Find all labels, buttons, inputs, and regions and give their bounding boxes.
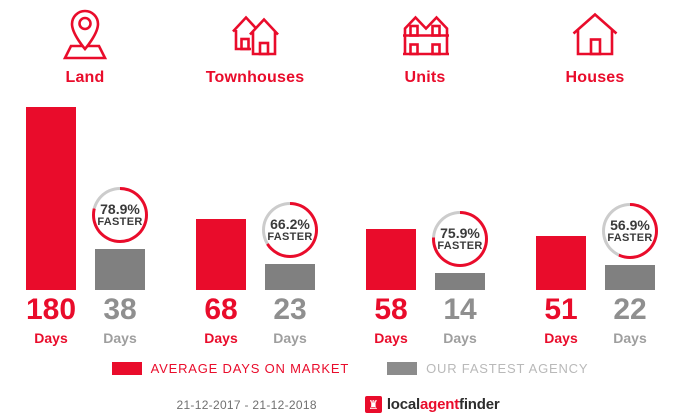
days-caption: Days <box>374 330 408 346</box>
category-group-townhouses: Townhouses 66.2% FASTER 68 Days 23 Days <box>170 0 340 420</box>
category-label: Houses <box>565 69 625 86</box>
land-map-pin-icon <box>62 9 108 60</box>
faster-badge-inner: 78.9% FASTER <box>95 190 145 240</box>
fastest-days-number: 22 <box>613 293 647 326</box>
category-label: Townhouses <box>205 69 305 86</box>
avg-days-value: 180 Days <box>26 293 77 347</box>
category-header-houses: Houses <box>510 8 680 87</box>
fastest-days-number: 23 <box>273 293 307 326</box>
house-icon <box>572 12 618 56</box>
category-group-land: Land 78.9% FASTER 180 Days 38 Days <box>0 0 170 420</box>
legend: AVERAGE DAYS ON MARKET OUR FASTEST AGENC… <box>0 361 700 376</box>
localagentfinder-logo: ♜ localagentfinder <box>364 396 500 413</box>
legend-label-avg-days: AVERAGE DAYS ON MARKET <box>150 361 350 376</box>
legend-swatch-red <box>111 362 142 375</box>
category-group-units: Units 75.9% FASTER 58 Days 14 Days <box>340 0 510 420</box>
category-label: Land <box>65 69 105 86</box>
faster-percentage: 66.2% <box>270 215 310 232</box>
legend-label-fastest-agency: OUR FASTEST AGENCY <box>426 361 589 376</box>
faster-badge: 78.9% FASTER <box>92 187 148 243</box>
faster-caption: FASTER <box>267 230 313 243</box>
townhouses-icon <box>232 15 279 56</box>
footer: 21-12-2017 - 21-12-2018 ♜ localagentfind… <box>0 396 688 413</box>
legend-item-fastest-agency: OUR FASTEST AGENCY <box>387 361 588 376</box>
fastest-days-value: 38 Days <box>95 293 145 347</box>
legend-swatch-gray <box>387 362 418 375</box>
avg-days-value: 58 Days <box>366 293 416 347</box>
fastest-days-number: 38 <box>103 293 137 326</box>
faster-caption: FASTER <box>437 239 483 252</box>
category-header-units: Units <box>340 8 510 87</box>
avg-days-bar <box>536 236 586 290</box>
logo-text-finder: finder <box>459 396 500 413</box>
days-caption: Days <box>34 330 68 346</box>
avg-days-value: 51 Days <box>536 293 586 347</box>
fastest-days-value: 14 Days <box>435 293 485 347</box>
avg-days-bar <box>366 229 416 290</box>
faster-percentage: 56.9% <box>610 216 650 233</box>
fastest-agency-bar <box>265 264 315 290</box>
avg-days-number: 68 <box>204 293 238 326</box>
days-caption: Days <box>204 330 238 346</box>
faster-badge-inner: 75.9% FASTER <box>435 214 485 264</box>
avg-days-number: 58 <box>374 293 408 326</box>
fastest-days-number: 14 <box>443 293 477 326</box>
days-caption: Days <box>103 330 137 346</box>
avg-days-number: 180 <box>26 293 77 326</box>
fastest-days-value: 22 Days <box>605 293 655 347</box>
fastest-agency-bar <box>605 265 655 290</box>
fastest-days-value: 23 Days <box>265 293 315 347</box>
avg-days-value: 68 Days <box>196 293 246 347</box>
avg-days-bar <box>26 107 76 290</box>
avg-days-bar <box>196 219 246 290</box>
faster-percentage: 78.9% <box>100 200 140 217</box>
fastest-agency-bar <box>95 249 145 290</box>
logo-text-local: local <box>386 396 421 413</box>
category-group-houses: Houses 56.9% FASTER 51 Days 22 Days <box>510 0 680 420</box>
faster-percentage: 75.9% <box>440 224 480 241</box>
category-label: Units <box>404 69 446 86</box>
faster-badge: 56.9% FASTER <box>602 203 658 259</box>
legend-item-avg-days: AVERAGE DAYS ON MARKET <box>111 361 350 376</box>
fastest-agency-bar <box>435 273 485 290</box>
logo-text-agent: agent <box>420 396 460 413</box>
date-range: 21-12-2017 - 21-12-2018 <box>176 397 317 412</box>
faster-caption: FASTER <box>97 215 143 228</box>
faster-badge: 75.9% FASTER <box>432 211 488 267</box>
category-header-land: Land <box>0 8 170 87</box>
logo-text: localagentfinder <box>387 396 500 413</box>
category-header-townhouses: Townhouses <box>170 8 340 87</box>
faster-caption: FASTER <box>607 231 653 244</box>
days-caption: Days <box>544 330 578 346</box>
days-caption: Days <box>443 330 477 346</box>
days-caption: Days <box>613 330 647 346</box>
avg-days-number: 51 <box>544 293 578 326</box>
days-caption: Days <box>273 330 307 346</box>
faster-badge: 66.2% FASTER <box>262 202 318 258</box>
rook-icon: ♜ <box>364 396 382 413</box>
faster-badge-inner: 66.2% FASTER <box>265 205 315 255</box>
units-duplex-icon <box>403 15 449 56</box>
faster-badge-inner: 56.9% FASTER <box>605 206 655 256</box>
